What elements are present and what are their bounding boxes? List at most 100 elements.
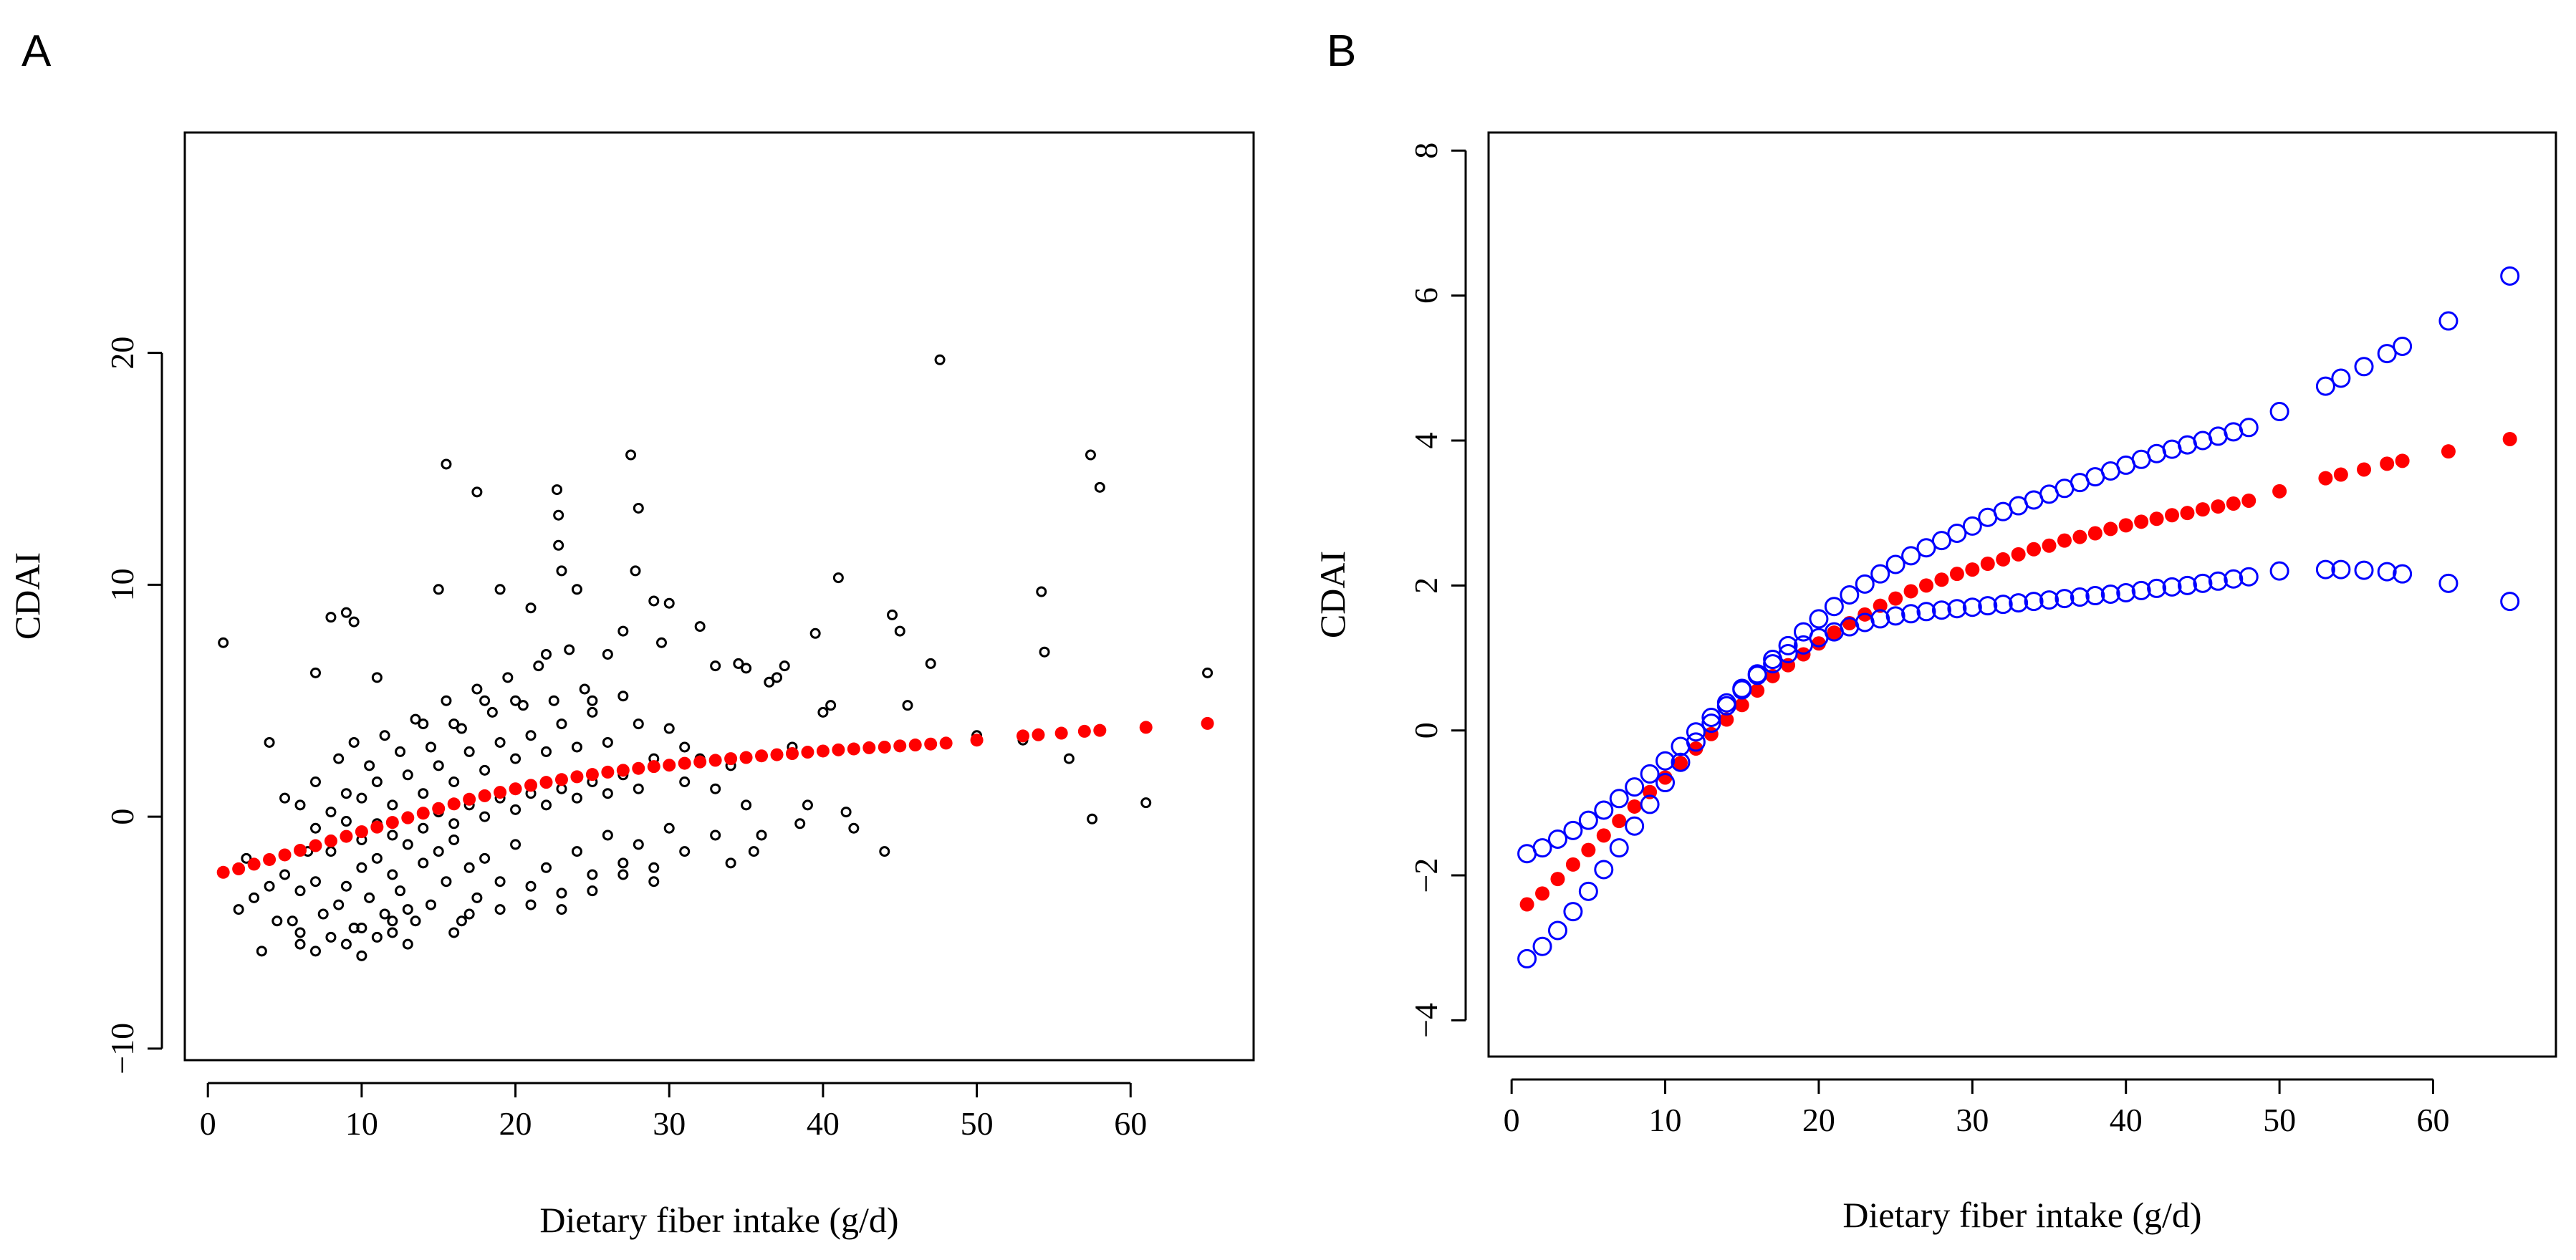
- point-fitted-curve: [2118, 518, 2133, 533]
- point-lower-confidence-bound: [2024, 592, 2044, 612]
- point-fitted-curve: [432, 802, 446, 815]
- point-lower-confidence-bound: [1716, 696, 1736, 716]
- point-observations: [294, 885, 306, 897]
- point-fitted-curve: [724, 752, 738, 766]
- point-fitted-curve: [1934, 572, 1949, 587]
- point-observations: [463, 862, 475, 873]
- point-fitted-curve: [1688, 741, 1703, 756]
- point-fitted-curve: [1965, 562, 1980, 577]
- point-observations: [387, 915, 398, 927]
- point-lower-confidence-bound: [2224, 569, 2244, 589]
- point-observations: [395, 885, 406, 897]
- point-observations: [748, 846, 759, 857]
- point-observations: [925, 658, 936, 669]
- point-observations: [802, 799, 813, 811]
- point-fitted-curve: [2134, 514, 2149, 529]
- point-observations: [679, 776, 691, 787]
- point-observations: [471, 486, 483, 498]
- x-tick-label: 10: [1649, 1102, 1682, 1138]
- point-observations: [348, 736, 360, 748]
- point-observations: [710, 829, 721, 841]
- point-observations: [679, 846, 691, 857]
- x-axis-title-a: Dietary fiber intake (g/d): [539, 1200, 898, 1240]
- y-tick-label: 6: [1408, 287, 1444, 304]
- point-observations: [633, 718, 644, 730]
- point-fitted-curve: [2395, 453, 2410, 468]
- point-fitted-curve: [554, 773, 568, 787]
- point-fitted-curve: [1658, 770, 1673, 785]
- point-fitted-curve: [739, 751, 753, 764]
- point-observations: [540, 862, 552, 873]
- point-lower-confidence-bound: [2193, 573, 2213, 593]
- point-observations: [256, 946, 267, 957]
- point-fitted-curve: [1888, 591, 1903, 606]
- point-observations: [325, 807, 337, 818]
- point-fitted-curve: [785, 747, 799, 761]
- point-observations: [340, 816, 352, 827]
- point-lower-confidence-bound: [1947, 599, 1967, 619]
- point-lower-confidence-bound: [1532, 936, 1552, 956]
- point-observations: [648, 862, 660, 873]
- point-observations: [809, 627, 821, 639]
- point-upper-confidence-bound: [1640, 764, 1660, 784]
- x-tick-label: 20: [1802, 1102, 1835, 1138]
- point-observations: [587, 695, 598, 706]
- point-fitted-curve: [1550, 872, 1565, 887]
- point-lower-confidence-bound: [1594, 860, 1614, 880]
- point-upper-confidence-bound: [1701, 707, 1721, 727]
- point-fitted-curve: [2165, 508, 2180, 523]
- point-lower-confidence-bound: [1778, 643, 1798, 663]
- point-observations: [510, 804, 522, 815]
- point-observations: [494, 904, 506, 915]
- point-observations: [741, 799, 752, 811]
- point-upper-confidence-bound: [1901, 546, 1921, 566]
- point-lower-confidence-bound: [1747, 665, 1767, 686]
- point-observations: [602, 648, 613, 660]
- point-observations: [294, 927, 306, 938]
- point-upper-confidence-bound: [2315, 376, 2335, 396]
- x-axis-title-b: Dietary fiber intake (g/d): [1842, 1195, 2201, 1235]
- point-fitted-curve: [1596, 828, 1611, 843]
- x-axis-b: 0 10 20 30 40 50 60: [1504, 1078, 2449, 1138]
- point-observations: [448, 718, 460, 730]
- point-fitted-curve: [294, 844, 307, 857]
- point-observations: [418, 857, 429, 869]
- panel-a: A 0 10 20 30 40 50 60 −10 0 10 20 Dietary fiber i…: [7, 27, 1255, 1240]
- point-lower-confidence-bound: [2147, 578, 2167, 598]
- point-observations: [241, 852, 252, 864]
- point-lower-confidence-bound: [1686, 732, 1706, 752]
- point-fitted-curve: [816, 744, 830, 758]
- point-observations: [371, 931, 383, 943]
- point-observations: [825, 700, 837, 711]
- point-fitted-curve: [2180, 506, 2195, 521]
- point-lower-confidence-bound: [1578, 881, 1598, 901]
- point-lower-confidence-bound: [1993, 595, 2013, 615]
- point-lower-confidence-bound: [2116, 582, 2136, 602]
- point-observations: [663, 723, 675, 734]
- marks-b: [1517, 266, 2520, 968]
- point-fitted-curve: [832, 743, 845, 756]
- x-tick-label: 20: [499, 1105, 532, 1142]
- point-observations: [340, 788, 352, 799]
- point-lower-confidence-bound: [1962, 597, 1982, 617]
- point-fitted-curve: [2149, 511, 2164, 526]
- point-observations: [371, 776, 383, 787]
- y-axis-b: −4 −2 0 2 4 6 8: [1408, 143, 1467, 1038]
- point-observations: [441, 458, 452, 470]
- point-observations: [663, 597, 675, 609]
- point-observations: [418, 822, 429, 834]
- point-observations: [710, 660, 721, 672]
- point-fitted-curve: [1719, 712, 1734, 727]
- point-observations: [333, 899, 345, 910]
- y-tick-label: 10: [104, 568, 140, 601]
- point-fitted-curve: [247, 857, 261, 871]
- point-fitted-curve: [2057, 533, 2072, 548]
- point-observations: [794, 818, 806, 829]
- x-tick-label: 50: [2263, 1102, 2296, 1138]
- point-fitted-curve: [601, 765, 615, 779]
- point-observations: [309, 876, 321, 888]
- point-observations: [556, 718, 567, 730]
- point-upper-confidence-bound: [1547, 829, 1567, 849]
- point-observations: [471, 683, 483, 695]
